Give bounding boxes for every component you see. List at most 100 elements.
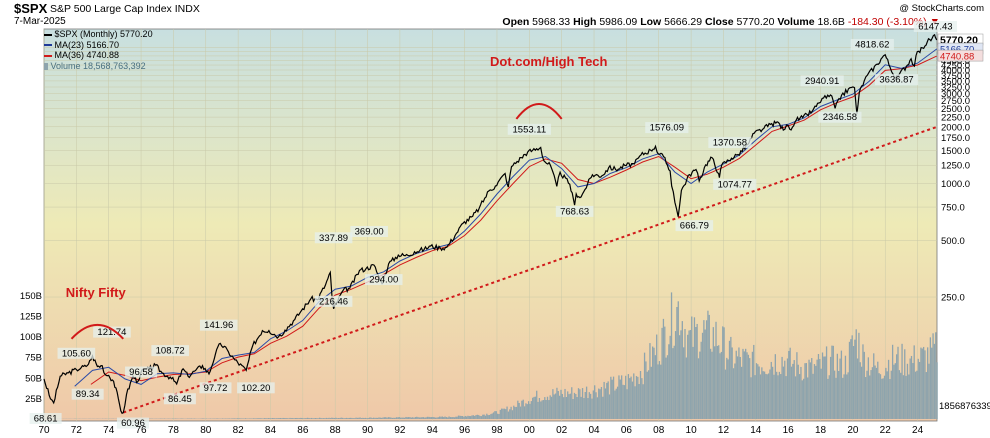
x-tick-label: 86 — [297, 425, 309, 436]
volume-bar — [688, 330, 690, 419]
volume-bar — [567, 391, 569, 419]
volume-bar — [347, 418, 349, 419]
volume-bar — [537, 401, 539, 419]
volume-bar — [434, 417, 437, 419]
volume-bar — [250, 418, 252, 419]
volume-bar — [561, 393, 563, 419]
volume-bar — [390, 417, 392, 419]
volume-bar — [527, 401, 530, 419]
low-value: 5666.29 — [664, 16, 703, 28]
volume-bar — [273, 418, 275, 419]
volume-bar — [909, 358, 911, 419]
volume-bar — [274, 418, 276, 419]
volume-bar — [231, 418, 233, 419]
volume-bar — [665, 357, 667, 419]
y-tick-label: 3500.0 — [941, 76, 970, 87]
volume-bar — [563, 397, 565, 419]
volume-bar — [366, 418, 368, 419]
volume-bar — [677, 301, 679, 419]
ticker-symbol: $SPX — [14, 1, 48, 16]
volume-bar — [912, 363, 914, 419]
volume-bar — [265, 418, 267, 419]
point-label-bg — [507, 123, 551, 135]
volume-bar — [418, 417, 421, 419]
volume-bar — [509, 409, 511, 419]
volume-bar — [827, 378, 829, 419]
volume-bar — [747, 354, 750, 419]
point-label: 97.72 — [204, 383, 228, 394]
x-tick-label: 06 — [621, 425, 633, 436]
volume-bar — [397, 417, 399, 419]
volume-bar — [850, 339, 852, 419]
volume-tick-label: 25B — [25, 394, 42, 405]
volume-bar — [449, 417, 452, 419]
x-tick-label: 78 — [168, 425, 180, 436]
volume-bar — [320, 417, 322, 419]
volume-bar — [339, 417, 341, 419]
volume-bar — [375, 417, 377, 419]
volume-bar — [647, 370, 650, 419]
annotation-arc — [515, 103, 563, 120]
volume-bar — [662, 318, 665, 419]
legend-label: MA(36) 4740.88 — [54, 50, 120, 60]
ticker-name: S&P 500 Large Cap Index INDX — [50, 3, 200, 15]
x-tick-label: 16 — [783, 425, 795, 436]
volume-bar — [695, 326, 697, 419]
volume-bar — [470, 416, 472, 419]
volume-bar — [288, 418, 290, 419]
volume-bar — [653, 347, 655, 419]
volume-bar — [336, 418, 338, 419]
close-label: Close — [705, 16, 734, 28]
volume-bar — [836, 353, 838, 419]
volume-bar — [652, 346, 654, 419]
volume-bar — [314, 418, 317, 419]
volume-bar — [736, 356, 739, 419]
volume-bar — [792, 363, 794, 419]
volume-bar — [533, 396, 535, 419]
x-tick-label: 70 — [38, 425, 50, 436]
volume-bar — [367, 418, 369, 419]
volume-bar — [360, 418, 363, 419]
brand-watermark: @ StockCharts.com — [899, 3, 984, 14]
volume-bar — [821, 352, 824, 419]
volume-bar — [668, 344, 670, 419]
volume-bar — [627, 374, 630, 419]
volume-bar — [333, 418, 336, 419]
volume-bar — [405, 416, 407, 419]
volume-bar — [259, 418, 262, 419]
volume-bar — [834, 370, 836, 419]
volume-bar — [474, 415, 476, 419]
volume-bar — [607, 381, 609, 419]
open-value: 5968.33 — [532, 16, 571, 28]
volume-bar — [379, 417, 381, 419]
legend-swatch — [44, 62, 48, 70]
volume-bar — [503, 408, 506, 419]
close-value: 5770.20 — [736, 16, 775, 28]
point-label-bg — [645, 122, 689, 134]
volume-bar — [847, 372, 849, 419]
volume-bar — [598, 388, 600, 419]
point-label-bg — [708, 137, 752, 149]
volume-bar — [835, 377, 837, 419]
volume-bar — [603, 381, 605, 419]
volume-bar — [784, 360, 786, 419]
volume-bar — [382, 417, 384, 419]
volume-bar — [882, 378, 884, 419]
volume-bar — [277, 418, 279, 419]
volume-bar — [708, 314, 710, 419]
volume-bar — [697, 358, 700, 419]
x-tick-label: 02 — [556, 425, 568, 436]
volume-bar — [409, 417, 411, 419]
volume-bar — [564, 388, 566, 419]
point-label-bg — [555, 205, 594, 217]
volume-bar — [746, 352, 748, 419]
volume-bar — [565, 397, 568, 419]
point-label-bg — [199, 319, 238, 331]
volume-bar — [395, 417, 398, 419]
x-tick-label: 00 — [524, 425, 536, 436]
volume-bar — [780, 374, 782, 419]
volume-bar — [798, 374, 801, 419]
point-label-bg — [713, 178, 757, 190]
volume-bar — [829, 356, 832, 419]
